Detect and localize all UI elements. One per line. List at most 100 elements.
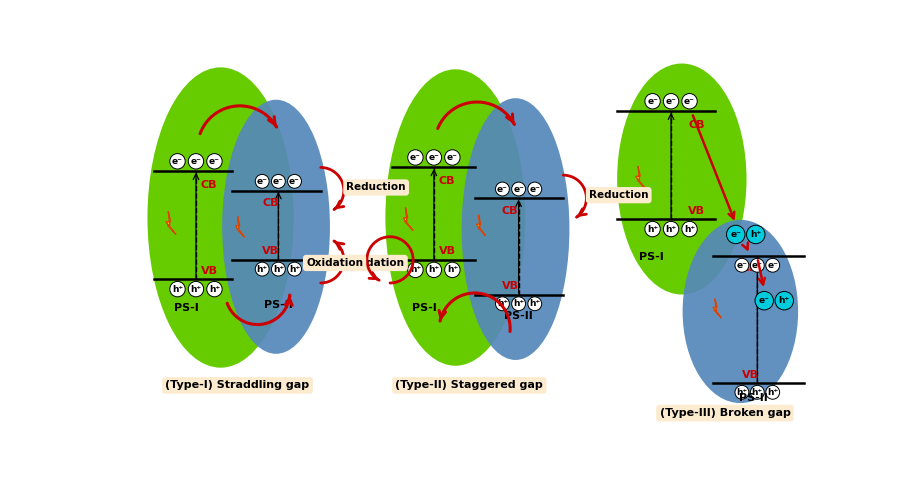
Text: e⁻: e⁻ — [730, 230, 741, 239]
Circle shape — [255, 174, 269, 188]
Text: h⁺: h⁺ — [497, 299, 508, 308]
Circle shape — [645, 94, 661, 109]
Text: CB: CB — [501, 206, 518, 216]
Ellipse shape — [385, 69, 525, 366]
Text: VB: VB — [501, 281, 519, 291]
Text: PS-II: PS-II — [264, 300, 293, 310]
Text: h⁺: h⁺ — [190, 284, 201, 293]
Circle shape — [775, 292, 793, 310]
Circle shape — [426, 150, 442, 165]
Text: h⁺: h⁺ — [172, 284, 183, 293]
Text: Reduction: Reduction — [589, 190, 649, 200]
Circle shape — [255, 262, 269, 276]
Text: e⁻: e⁻ — [273, 177, 284, 186]
Text: h⁺: h⁺ — [428, 265, 439, 274]
Text: CB: CB — [438, 176, 455, 186]
Text: CB: CB — [263, 198, 279, 208]
Ellipse shape — [462, 98, 569, 360]
Circle shape — [207, 153, 222, 169]
Circle shape — [766, 385, 780, 399]
Text: CB: CB — [742, 263, 759, 273]
Text: Oxidation: Oxidation — [307, 258, 363, 268]
Text: e⁻: e⁻ — [428, 153, 439, 162]
Text: h⁺: h⁺ — [737, 388, 748, 397]
Text: (Type-I) Straddling gap: (Type-I) Straddling gap — [166, 380, 309, 391]
Circle shape — [408, 150, 423, 165]
Text: PS-II: PS-II — [504, 311, 533, 321]
Text: h⁺: h⁺ — [209, 284, 220, 293]
Text: h⁺: h⁺ — [289, 265, 300, 273]
Text: e⁻: e⁻ — [768, 261, 778, 270]
Circle shape — [272, 174, 285, 188]
Circle shape — [511, 297, 525, 311]
Text: h⁺: h⁺ — [779, 296, 790, 305]
Circle shape — [511, 182, 525, 196]
Text: e⁻: e⁻ — [410, 153, 421, 162]
Text: e⁻: e⁻ — [447, 153, 458, 162]
Text: h⁺: h⁺ — [273, 265, 284, 273]
Text: PS-I: PS-I — [174, 304, 199, 314]
Text: e⁻: e⁻ — [665, 97, 676, 106]
Circle shape — [170, 153, 185, 169]
Ellipse shape — [617, 64, 747, 294]
Circle shape — [408, 262, 423, 278]
Text: (Type-III) Broken gap: (Type-III) Broken gap — [660, 408, 791, 418]
Text: VB: VB — [742, 369, 759, 380]
Text: e⁻: e⁻ — [684, 97, 695, 106]
Text: e⁻: e⁻ — [530, 185, 540, 194]
Circle shape — [682, 221, 697, 237]
Text: CB: CB — [688, 120, 705, 130]
Text: h⁺: h⁺ — [752, 388, 763, 397]
Text: PS-I: PS-I — [413, 304, 437, 314]
Text: e⁻: e⁻ — [737, 261, 748, 270]
Circle shape — [426, 262, 442, 278]
Text: e⁻: e⁻ — [289, 177, 300, 186]
Circle shape — [188, 282, 204, 297]
Polygon shape — [477, 215, 486, 236]
Text: PS-I: PS-I — [639, 252, 663, 262]
Ellipse shape — [147, 67, 294, 368]
Text: h⁺: h⁺ — [767, 388, 779, 397]
Text: e⁻: e⁻ — [209, 157, 220, 166]
Circle shape — [207, 282, 222, 297]
Text: VB: VB — [688, 206, 705, 216]
Circle shape — [496, 297, 510, 311]
Polygon shape — [713, 299, 722, 318]
Circle shape — [663, 221, 679, 237]
Circle shape — [170, 282, 185, 297]
Polygon shape — [404, 207, 413, 230]
Ellipse shape — [683, 220, 798, 403]
Circle shape — [645, 221, 661, 237]
Text: e⁻: e⁻ — [647, 97, 658, 106]
Text: e⁻: e⁻ — [257, 177, 267, 186]
Text: e⁻: e⁻ — [497, 185, 508, 194]
Circle shape — [682, 94, 697, 109]
Circle shape — [755, 292, 773, 310]
Circle shape — [496, 182, 510, 196]
Text: h⁺: h⁺ — [684, 225, 695, 234]
Circle shape — [287, 174, 301, 188]
Circle shape — [445, 262, 460, 278]
Circle shape — [747, 225, 765, 244]
Text: h⁺: h⁺ — [256, 265, 268, 273]
Text: CB: CB — [200, 180, 217, 190]
Text: PS-II: PS-II — [739, 393, 768, 403]
Circle shape — [445, 150, 460, 165]
Text: Reduction: Reduction — [347, 183, 406, 193]
Text: h⁺: h⁺ — [447, 265, 458, 274]
Circle shape — [750, 385, 764, 399]
Text: h⁺: h⁺ — [410, 265, 421, 274]
Text: (Type-II) Staggered gap: (Type-II) Staggered gap — [395, 380, 544, 391]
Polygon shape — [235, 217, 244, 237]
Text: VB: VB — [263, 247, 279, 257]
Polygon shape — [636, 166, 646, 189]
Ellipse shape — [222, 100, 330, 354]
Text: Oxidation: Oxidation — [348, 258, 404, 268]
Circle shape — [272, 262, 285, 276]
Text: e⁻: e⁻ — [759, 296, 770, 305]
Circle shape — [663, 94, 679, 109]
Circle shape — [528, 297, 542, 311]
Text: VB: VB — [200, 266, 218, 276]
Circle shape — [287, 262, 301, 276]
Circle shape — [735, 258, 748, 272]
